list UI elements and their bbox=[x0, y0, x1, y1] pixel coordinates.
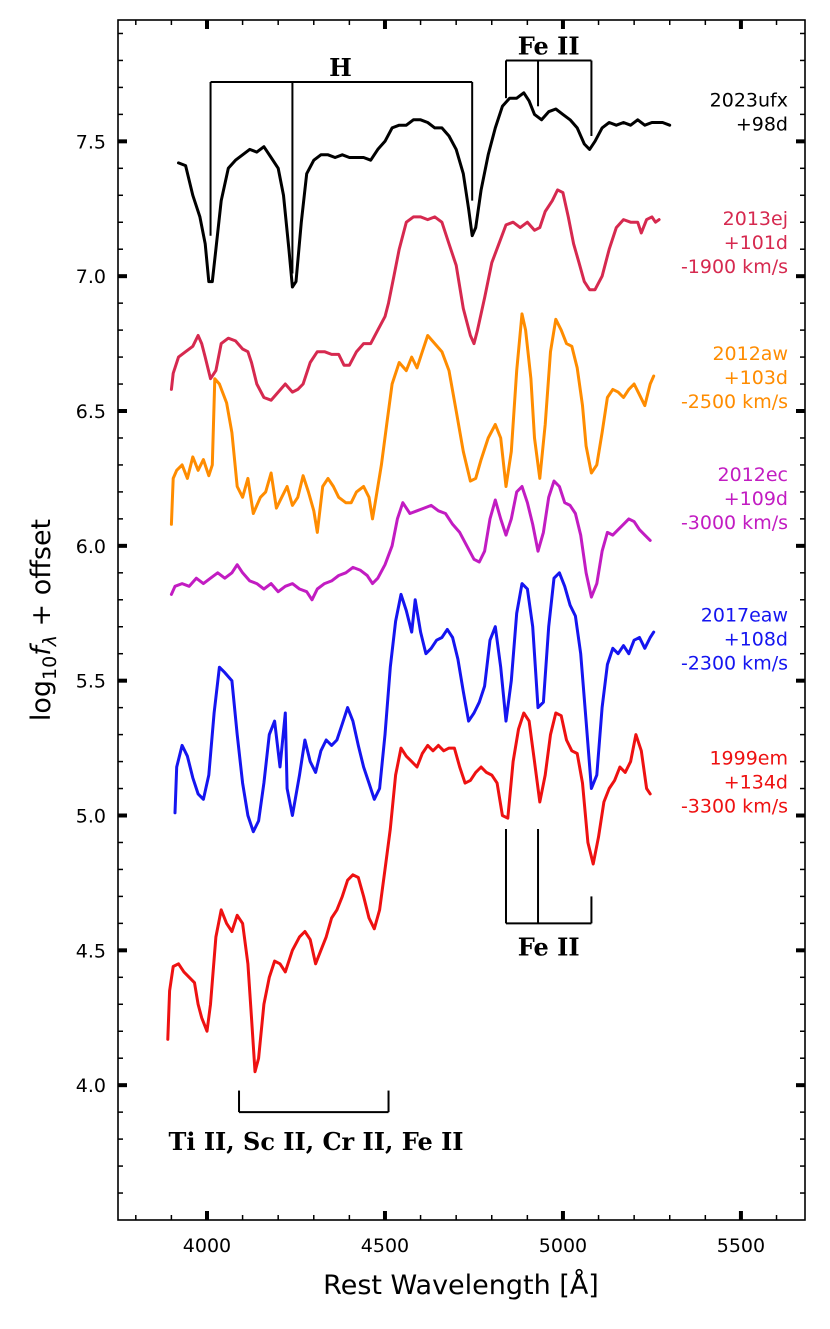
y-tick-label: 6.5 bbox=[76, 401, 106, 423]
spectrum-label-2013ej: -1900 km/s bbox=[681, 256, 788, 278]
fe-top-label: Fe II bbox=[518, 31, 580, 60]
x-tick-label: 5500 bbox=[717, 1235, 765, 1257]
y-tick-label: 5.5 bbox=[76, 671, 106, 693]
spectrum-label-1999em: 1999em bbox=[709, 747, 788, 769]
y-tick-label: 7.5 bbox=[76, 131, 106, 153]
spectrum-line-2012ec bbox=[169, 479, 652, 602]
spectrum-label-2012ec: -3000 km/s bbox=[681, 512, 788, 534]
plot-frame bbox=[117, 19, 806, 1221]
y-tick-label: 4.0 bbox=[76, 1075, 106, 1097]
spectrum-line-2012aw bbox=[169, 312, 656, 534]
spectrum-label-2012ec: 2012ec bbox=[718, 464, 789, 486]
y-tick-label: 4.5 bbox=[76, 940, 106, 962]
y-axis-title-log: log bbox=[26, 680, 57, 721]
x-axis-title: Rest Wavelength [Å] bbox=[323, 1269, 599, 1301]
x-tick-label: 5000 bbox=[539, 1235, 587, 1257]
spectrum-label-2013ej: 2013ej bbox=[723, 208, 788, 230]
spectrum-label-2012ec: +109d bbox=[724, 488, 788, 510]
y-tick-label: 5.0 bbox=[76, 806, 106, 828]
y-tick-label: 6.0 bbox=[76, 536, 106, 558]
axis-ticks: 4.0 4.5 5.0 5.5 6.0 6.5 7.0 7.5 4000 4500 5000 5500 bbox=[76, 20, 805, 1257]
y-tick-label: 7.0 bbox=[76, 266, 106, 288]
x-tick-label: 4000 bbox=[183, 1235, 231, 1257]
y-axis-title-sub: 10 bbox=[39, 656, 61, 680]
spectrum-label-2012aw: +103d bbox=[724, 367, 788, 389]
y-axis-title: log10fλ + offset bbox=[26, 519, 61, 721]
spectra-series bbox=[166, 91, 672, 1074]
y-axis-title-tail: + offset bbox=[26, 519, 57, 635]
spectrum-label-2017eaw: +108d bbox=[724, 628, 788, 650]
spectrum-label-1999em: +134d bbox=[724, 771, 788, 793]
spectrum-label-2013ej: +101d bbox=[724, 232, 788, 254]
spectrum-label-2012aw: -2500 km/s bbox=[681, 391, 788, 413]
fe-bottom-label: Fe II bbox=[518, 932, 580, 961]
y-axis-title-lambda: λ bbox=[39, 635, 61, 647]
spectrum-label-2017eaw: -2300 km/s bbox=[681, 652, 788, 674]
spectrum-label-2012aw: 2012aw bbox=[712, 343, 788, 365]
line-identifications: H Fe II Fe II Ti II, Sc II, Cr II, Fe II bbox=[168, 31, 593, 1156]
x-tick-label: 4500 bbox=[361, 1235, 409, 1257]
hydrogen-label: H bbox=[329, 53, 352, 82]
spectrum-label-2023ufx: +98d bbox=[736, 113, 788, 135]
spectrum-line-1999em bbox=[166, 711, 652, 1074]
spectrum-label-1999em: -3300 km/s bbox=[681, 795, 788, 817]
spectrum-line-2023ufx bbox=[177, 91, 672, 289]
spectrum-line-2013ej bbox=[169, 188, 661, 402]
spectrum-label-2017eaw: 2017eaw bbox=[701, 604, 788, 626]
metals-label: Ti II, Sc II, Cr II, Fe II bbox=[168, 1127, 463, 1156]
spectrum-label-2023ufx: 2023ufx bbox=[710, 89, 788, 111]
spectrum-line-2017eaw bbox=[173, 571, 656, 834]
